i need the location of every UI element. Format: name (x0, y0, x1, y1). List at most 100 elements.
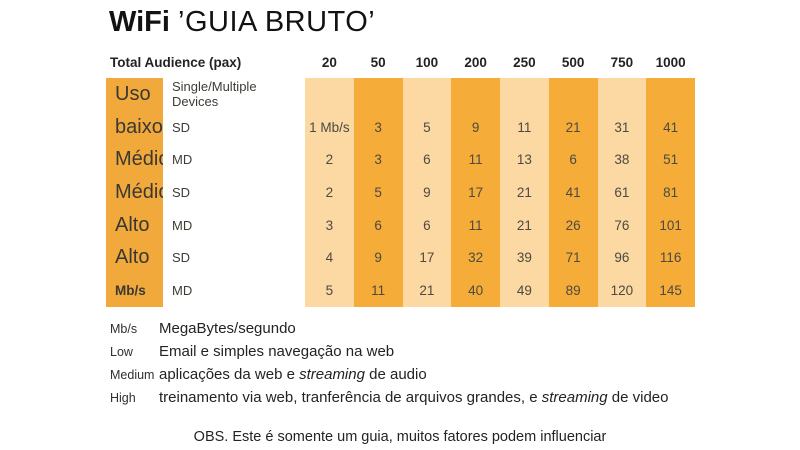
legend-definition-italic-segment: streaming (541, 389, 608, 406)
table-cell (353, 78, 403, 111)
legend-term: Mb/s (110, 322, 138, 336)
table-cell: 17 (451, 176, 500, 209)
device-type-label: SD (163, 176, 305, 209)
audience-column-header: 1000 (655, 55, 686, 70)
table-cell: 6 (548, 143, 598, 177)
table-cell: 3 (305, 208, 354, 242)
table-cell: 32 (451, 241, 500, 275)
table-cell: 5 (402, 110, 452, 144)
legend-term: High (110, 391, 136, 405)
audience-column-header: 100 (415, 55, 439, 70)
footnote: OBS. Este é somente um guia, muitos fato… (193, 429, 607, 445)
table-cell: 17 (402, 241, 452, 275)
audience-column-headers: 20 50 100 200 250 500 750 1000 (305, 55, 695, 70)
legend-definition-italic-segment: streaming (299, 366, 365, 383)
audience-column-header: 750 (610, 55, 634, 70)
audience-header-label: Total Audience (pax) (110, 55, 242, 70)
row-label: Médio (106, 143, 169, 177)
table-cell (548, 78, 598, 111)
device-type-label: MD (163, 208, 305, 242)
table-cell: 11 (451, 208, 500, 242)
audience-column-header: 20 (321, 55, 337, 70)
table-cell: 71 (548, 241, 598, 275)
device-type-label: MD (163, 274, 305, 308)
table-cell: 116 (646, 241, 695, 275)
table-cell: 9 (451, 110, 500, 144)
table-cell: 21 (500, 208, 549, 242)
table-cell: 5 (305, 274, 354, 308)
table-cell: 41 (548, 176, 598, 209)
table-cell: 96 (597, 241, 647, 275)
legend-definition: aplicações da web e streaming de audio (159, 366, 668, 383)
table-cell: 61 (597, 176, 647, 209)
table-cell: 2 (305, 143, 354, 177)
table-cell: 89 (548, 274, 598, 308)
title-quoted: ’GUIA BRUTO’ (178, 6, 376, 38)
row-label: Uso (106, 78, 163, 111)
table-cell: 1 Mb/s (305, 110, 354, 144)
legend-definition: MegaBytes/segundo (159, 320, 668, 337)
row-label: Mb/s (106, 274, 163, 308)
wifi-bandwidth-table: Uso Single/Multiple Devices baixo SD 1 Mb/s 3… (106, 78, 695, 308)
table-cell: 2 (305, 176, 354, 209)
table-cell: 21 (402, 274, 452, 308)
audience-column-header: 250 (513, 55, 536, 70)
legend-definition-segment: de audio (364, 366, 427, 383)
legend-definition-segment: treinamento via web, tranferência de arq… (159, 389, 542, 406)
table-cell: 11 (500, 110, 549, 144)
table-cell: 13 (500, 143, 549, 177)
table-cell: 3 (353, 143, 403, 177)
row-label: Alto (106, 241, 163, 275)
table-cell: 6 (353, 208, 403, 242)
table-cell (305, 78, 354, 111)
table-cell: 41 (646, 110, 695, 144)
table-cell: 5 (353, 176, 403, 209)
legend-term: Low (110, 345, 133, 359)
legend: Mb/s MegaBytes/segundo Low Email e simples … (110, 320, 668, 412)
table-cell: 21 (548, 110, 598, 144)
legend-term: Medium (110, 368, 155, 382)
table-cell: 21 (500, 176, 549, 209)
table-cell: 145 (646, 274, 695, 308)
legend-definition-segment: de video (607, 389, 669, 406)
device-type-label: SD (163, 110, 305, 144)
table-cell: 38 (597, 143, 647, 177)
legend-definition: treinamento via web, tranferência de arq… (159, 389, 668, 406)
device-type-label: SD (163, 241, 305, 275)
row-label: Médio (106, 176, 169, 209)
legend-definition-segment: aplicações da web e (159, 366, 300, 383)
table-cell: 11 (451, 143, 500, 177)
legend-definition: Email e simples navegação na web (159, 343, 668, 360)
table-cell: 81 (646, 176, 695, 209)
device-type-label: MD (163, 143, 305, 177)
audience-column-header: 50 (370, 55, 386, 70)
legend-item: High treinamento via web, tranferência de… (110, 389, 668, 406)
table-cell: 39 (500, 241, 549, 275)
device-type-label: Single/Multiple Devices (163, 78, 305, 111)
table-cell: 3 (353, 110, 403, 144)
table-cell (402, 78, 452, 111)
row-label: baixo (106, 110, 163, 144)
table-cell: 26 (548, 208, 598, 242)
table-cell: 101 (646, 208, 695, 242)
table-cell: 76 (597, 208, 647, 242)
legend-item: Mb/s MegaBytes/segundo (110, 320, 668, 337)
audience-column-header: 200 (464, 55, 487, 70)
table-cell: 6 (402, 208, 452, 242)
table-cell: 51 (646, 143, 695, 177)
table-cell (500, 78, 549, 111)
legend-item: Medium aplicações da web e streaming de a… (110, 366, 668, 383)
table-cell (597, 78, 647, 111)
row-label: Alto (106, 208, 163, 242)
table-cell (646, 78, 695, 111)
table-cell: 4 (305, 241, 354, 275)
table-cell: 40 (451, 274, 500, 308)
legend-definition-segment: Email e simples navegação na web (159, 343, 395, 360)
legend-item: Low Email e simples navegação na web (110, 343, 668, 360)
table-cell: 11 (353, 274, 403, 308)
legend-definition-segment: MegaBytes/segundo (159, 320, 296, 337)
table-cell: 6 (402, 143, 452, 177)
table-cell: 31 (597, 110, 647, 144)
title-brand: WiFi (109, 6, 170, 38)
